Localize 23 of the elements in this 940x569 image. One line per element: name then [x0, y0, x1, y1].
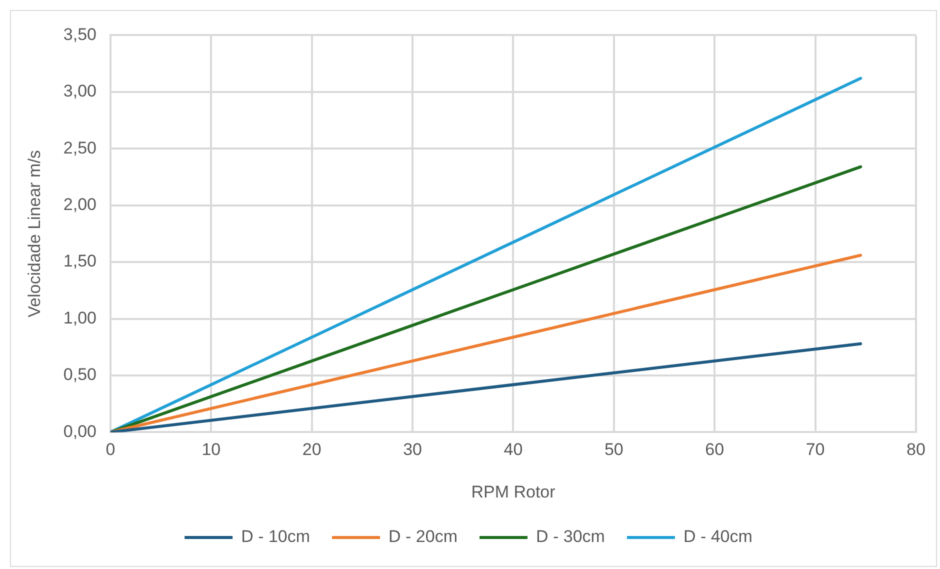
x-tick-label: 10 — [202, 440, 221, 460]
legend-label: D - 40cm — [683, 527, 752, 546]
y-axis-title: Velocidade Linear m/s — [24, 150, 44, 318]
legend-label: D - 30cm — [536, 527, 605, 546]
x-tick-label: 50 — [604, 440, 624, 460]
legend-label: D - 10cm — [241, 527, 310, 546]
x-tick-label: 40 — [504, 440, 523, 460]
x-axis-title: RPM Rotor — [471, 482, 556, 502]
y-tick-label: 2,50 — [63, 138, 96, 158]
x-tick-label: 80 — [906, 440, 926, 460]
x-tick-label: 0 — [106, 440, 116, 460]
y-tick-label: 2,00 — [63, 195, 96, 214]
y-tick-label: 3,50 — [63, 24, 96, 44]
y-tick-label: 3,00 — [63, 82, 96, 101]
y-tick-label: 1,50 — [63, 252, 96, 271]
x-tick-label: 30 — [403, 440, 422, 460]
x-tick-label: 60 — [705, 440, 724, 460]
y-tick-label: 0,50 — [63, 365, 96, 384]
y-tick-label: 0,00 — [63, 422, 96, 441]
legend-label: D - 20cm — [388, 527, 458, 546]
x-tick-label: 70 — [806, 440, 825, 460]
x-tick-label: 20 — [302, 440, 322, 460]
y-tick-label: 1,00 — [63, 308, 96, 328]
